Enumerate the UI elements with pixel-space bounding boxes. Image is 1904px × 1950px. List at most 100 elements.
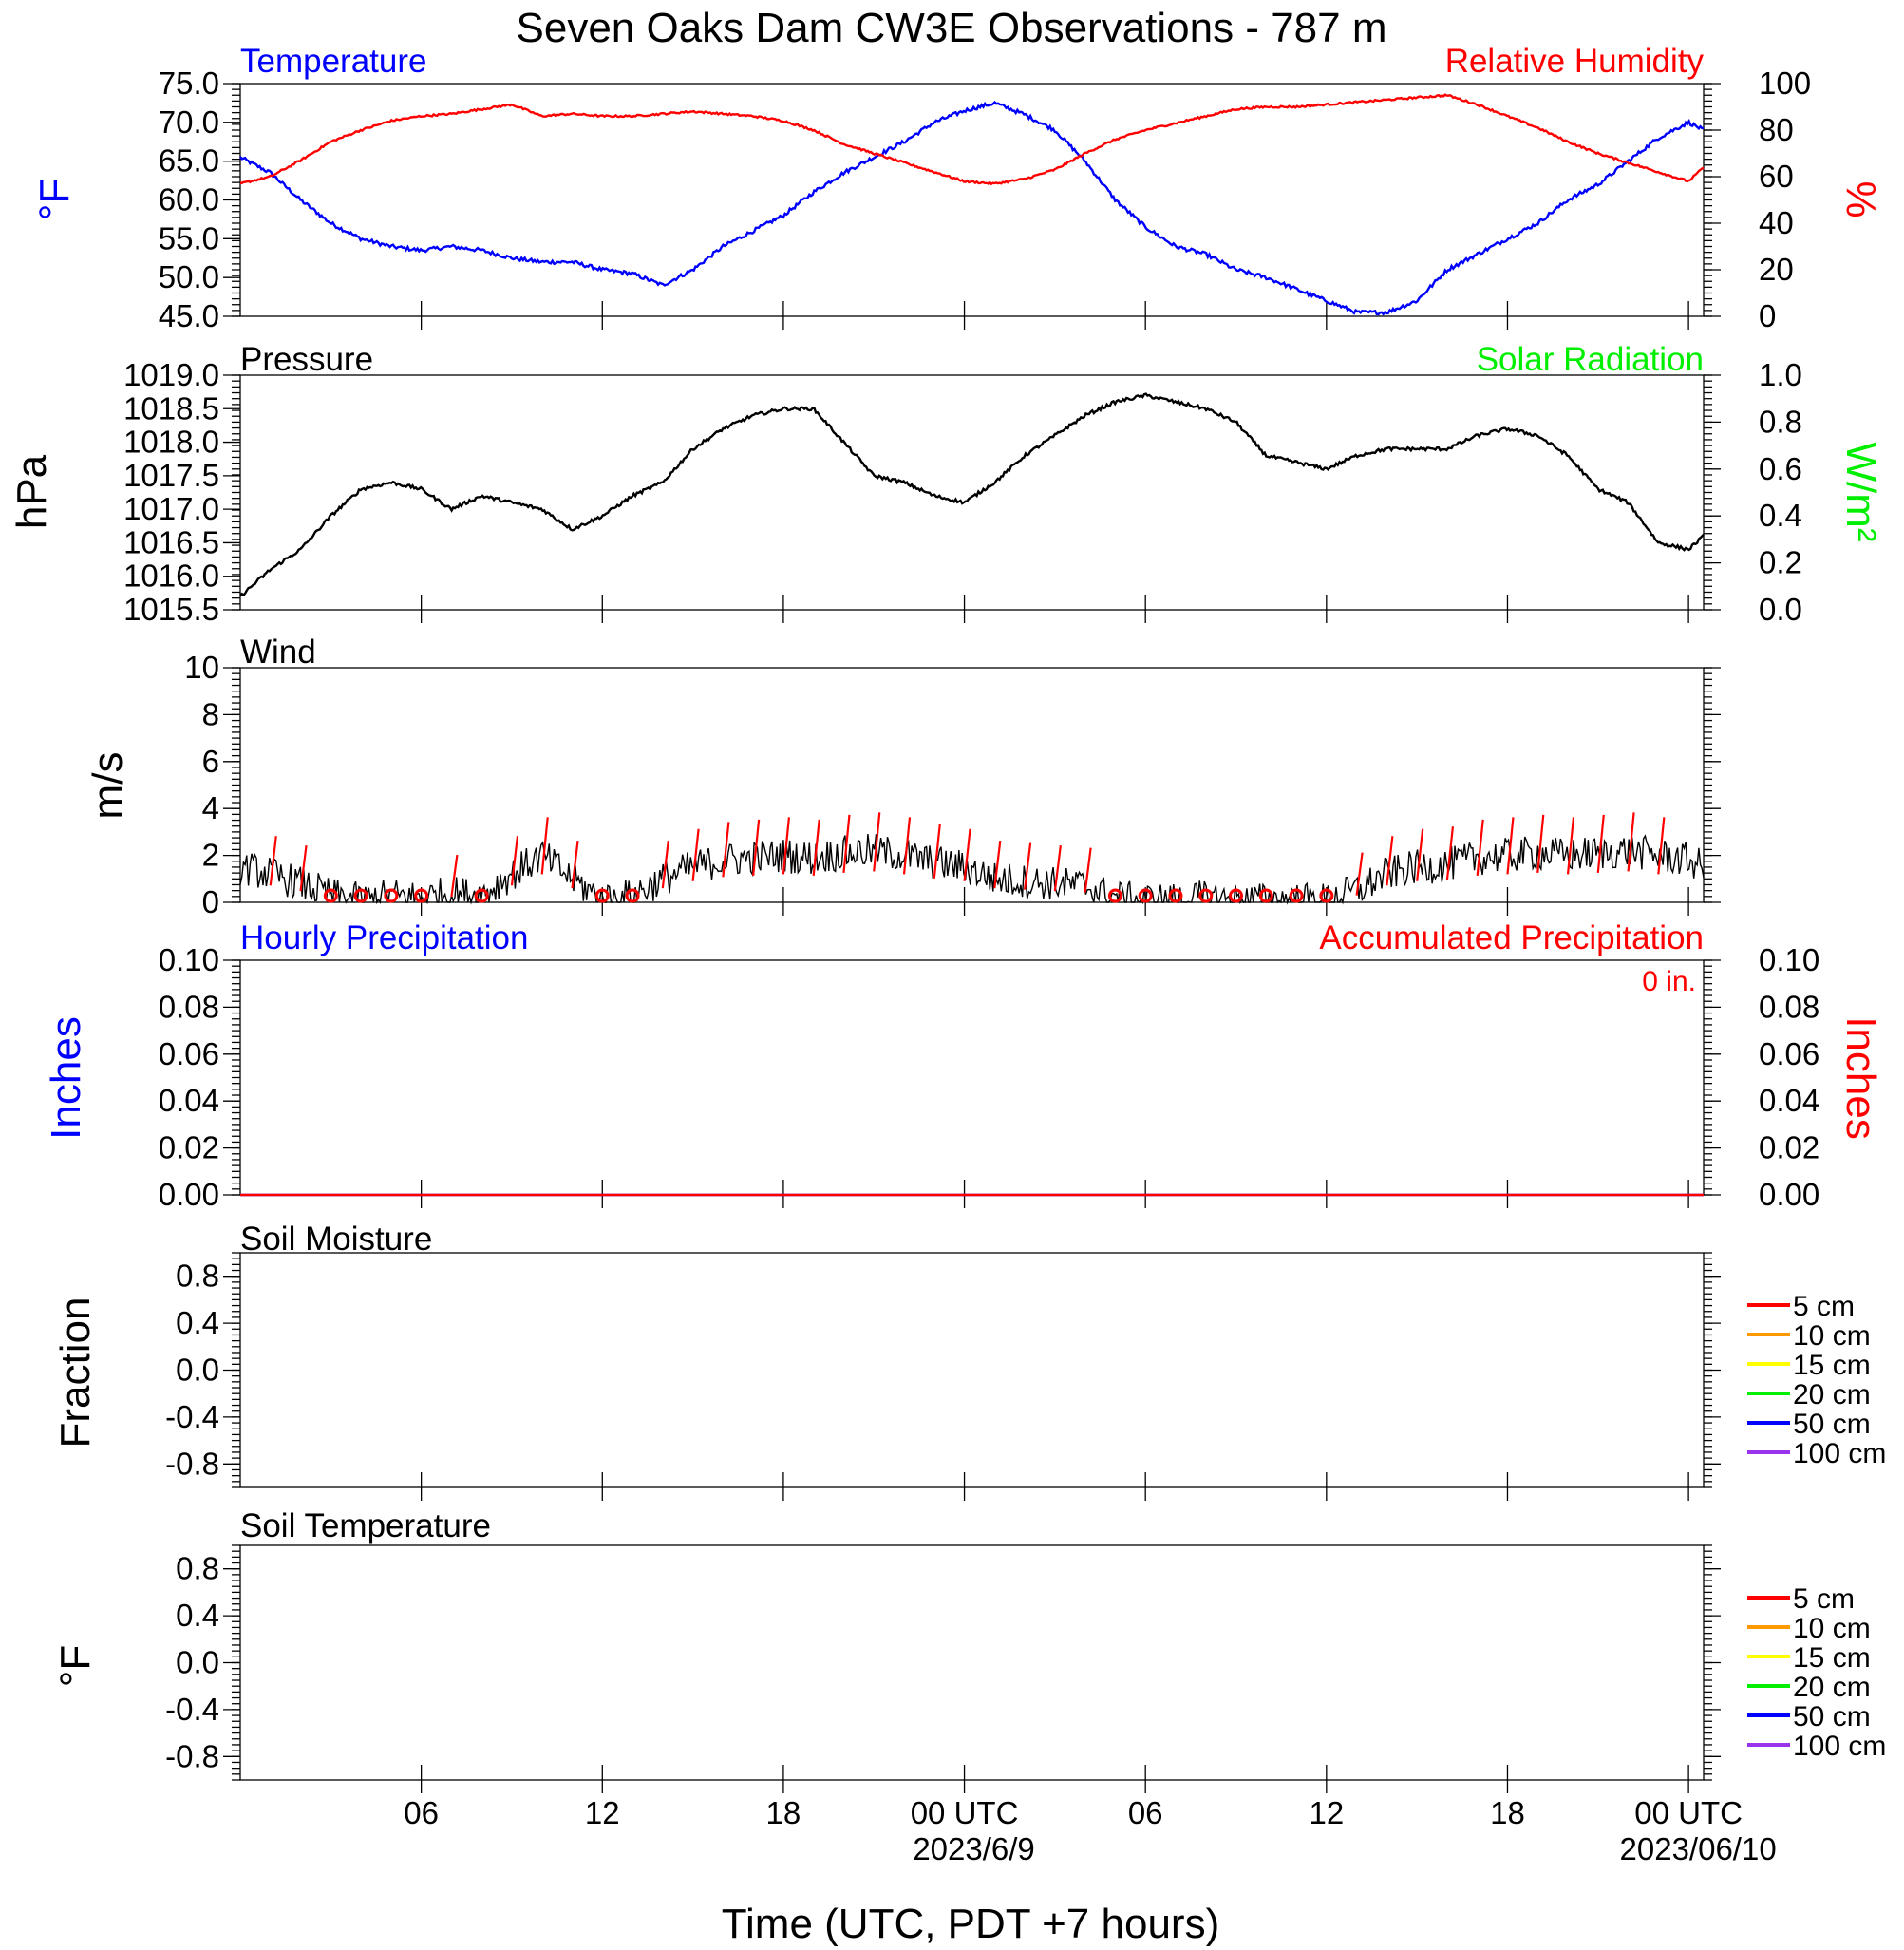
ytick-label-right: 0.10 (1759, 942, 1819, 977)
ytick-label: 0.02 (159, 1130, 219, 1165)
legend-label: 50 cm (1793, 1701, 1871, 1732)
wind-direction-marker (1627, 812, 1635, 872)
calm-wind-marker (1138, 888, 1153, 903)
xtick-date-label: 2023/6/9 (913, 1831, 1034, 1866)
ytick-label: -0.8 (165, 1738, 219, 1773)
ytick-label: 1015.5 (123, 592, 219, 627)
ytick-label-right: 0.00 (1759, 1177, 1819, 1212)
ytick-label: 70.0 (159, 104, 219, 140)
legend-label: 20 cm (1793, 1379, 1871, 1410)
legend-label: 100 cm (1793, 1438, 1886, 1469)
ytick-label: 1017.5 (123, 458, 219, 493)
ylabel-soil-temperature: °F (52, 1645, 99, 1687)
legend-label: 15 cm (1793, 1350, 1871, 1381)
panel-title-humidity: Relative Humidity (1445, 43, 1705, 80)
panel-title-temperature: Temperature (240, 43, 426, 80)
calm-wind-marker (1107, 888, 1122, 903)
ylabel-solar: W/m² (1838, 442, 1884, 541)
wind-direction-marker (1596, 814, 1605, 873)
series-line-wind-0 (239, 834, 1705, 905)
calm-wind-marker (323, 888, 338, 903)
wind-direction-marker (752, 819, 761, 876)
wind-direction-marker (1445, 826, 1455, 880)
ytick-label: 10 (184, 650, 219, 685)
ytick-label: 0.06 (159, 1036, 219, 1071)
wind-direction-marker (269, 836, 277, 886)
calm-wind-marker (1168, 888, 1183, 903)
calm-wind-marker (625, 888, 640, 903)
ytick-label-right: 0 (1759, 298, 1776, 333)
ytick-label-right: 0.08 (1759, 989, 1819, 1024)
series-line-pressure-0 (239, 392, 1705, 597)
ytick-label: 0.8 (176, 1259, 219, 1294)
panel-title-soil-moisture: Soil Moisture (240, 1221, 432, 1258)
panel-title-solar: Solar Radiation (1477, 341, 1704, 378)
xtick-date-label: 2023/06/10 (1620, 1831, 1777, 1866)
ytick-label: 1016.0 (123, 558, 219, 594)
wind-direction-marker (571, 841, 579, 889)
ytick-label: 1018.5 (123, 390, 219, 426)
ytick-label: 0.8 (176, 1551, 219, 1586)
ytick-label: 8 (202, 696, 219, 731)
series-line-temperature_humidity-1 (239, 93, 1705, 186)
wind-direction-marker (1416, 828, 1424, 881)
x-axis-label: Time (UTC, PDT +7 hours) (722, 1901, 1219, 1947)
legend-label: 10 cm (1793, 1613, 1871, 1644)
wind-direction-marker (1024, 842, 1032, 890)
ytick-label-right: 0.04 (1759, 1083, 1819, 1118)
ytick-label: 50.0 (159, 259, 219, 294)
xtick-label: 18 (766, 1795, 801, 1830)
legend-label: 5 cm (1793, 1291, 1855, 1322)
panel-title-wind: Wind (240, 634, 316, 671)
ytick-label: 60.0 (159, 182, 219, 218)
wind-direction-marker (1355, 852, 1364, 896)
panel-soil-temperature: Soil Temperature °F (52, 1507, 491, 1687)
ytick-label: 0.0 (176, 1353, 219, 1388)
xtick-label: 12 (1309, 1795, 1344, 1830)
panel-title-hourly-precip: Hourly Precipitation (240, 919, 528, 956)
wind-direction-marker (1536, 814, 1545, 873)
ytick-label-right: 40 (1759, 205, 1794, 240)
ytick-label: 0 (202, 884, 219, 919)
wind-direction-marker (450, 854, 459, 898)
xtick-label: 00 UTC (911, 1795, 1019, 1830)
wind-direction-marker (902, 817, 912, 875)
calm-wind-marker (1258, 888, 1273, 903)
ytick-label: 0.08 (159, 989, 219, 1024)
ytick-label-right: 0.02 (1759, 1130, 1819, 1165)
ytick-label: 75.0 (159, 66, 219, 101)
plot-frame-pressure (239, 374, 1705, 611)
ytick-label-right: 0.8 (1759, 404, 1802, 439)
panel-title-soil-temperature: Soil Temperature (240, 1507, 491, 1544)
legend-label: 100 cm (1793, 1731, 1886, 1762)
ytick-label-right: 100 (1759, 66, 1811, 101)
wind-direction-marker (842, 814, 851, 873)
wind-direction-marker (722, 822, 730, 878)
plot-frame-precipitation (239, 959, 1705, 1196)
ytick-label: 1018.0 (123, 425, 219, 460)
ytick-label-right: 0.06 (1759, 1036, 1819, 1071)
legend-label: 20 cm (1793, 1672, 1871, 1703)
plot-frame-soil_moisture (239, 1252, 1705, 1488)
calm-wind-marker (1289, 888, 1304, 903)
ytick-label-right: 60 (1759, 159, 1794, 194)
panel-pressure: Pressure Solar Radiation hPa W/m² (9, 341, 1884, 542)
xtick-label: 18 (1490, 1795, 1525, 1830)
wind-direction-marker (933, 824, 941, 879)
legend-label: 15 cm (1793, 1642, 1871, 1674)
wind-direction-marker (299, 845, 308, 892)
wind-direction-marker (661, 841, 669, 889)
wind-direction-marker (963, 828, 971, 881)
ylabel-soil-moisture: Fraction (52, 1297, 99, 1448)
ytick-label: 0.4 (176, 1598, 219, 1633)
wind-direction-marker (873, 812, 881, 872)
ytick-label-right: 0.2 (1759, 545, 1802, 580)
ytick-label-right: 80 (1759, 112, 1794, 147)
figure-title: Seven Oaks Dam CW3E Observations - 787 m (517, 5, 1387, 51)
ylabel-hourly-precip: Inches (43, 1016, 89, 1140)
ytick-label: 4 (202, 790, 219, 825)
ytick-label-right: 20 (1759, 252, 1794, 287)
panel-title-accum-precip: Accumulated Precipitation (1319, 919, 1704, 956)
ytick-label: 6 (202, 744, 219, 779)
